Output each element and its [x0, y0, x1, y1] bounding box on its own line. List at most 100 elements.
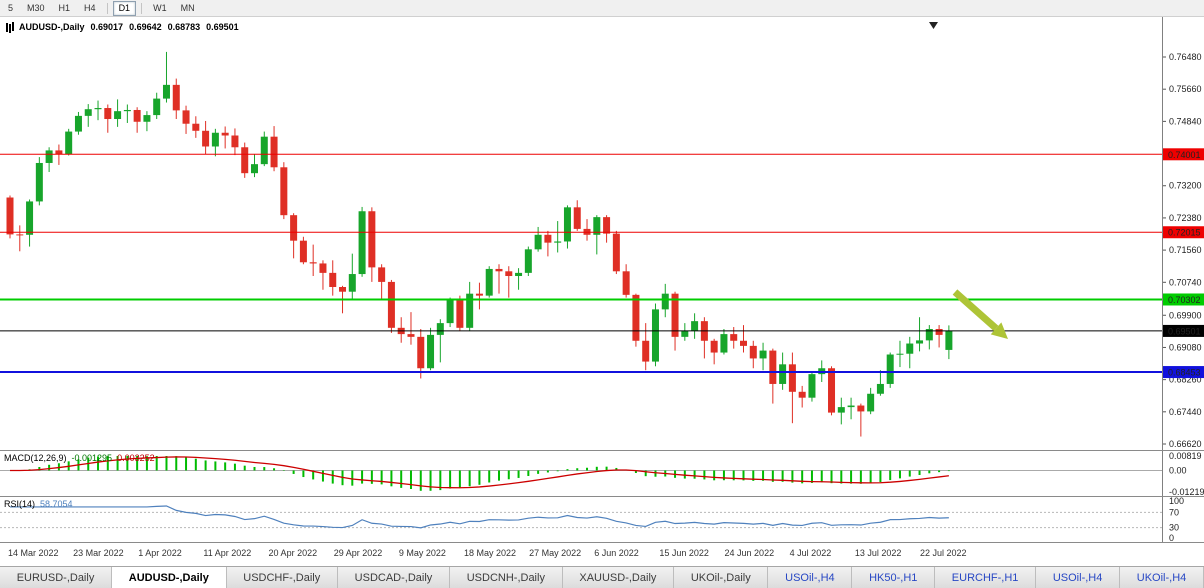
bear-candle	[231, 135, 239, 148]
macd-tick-label: 0.00	[1169, 465, 1187, 475]
price-line-label: 0.70302	[1168, 295, 1201, 305]
bull-candle	[651, 309, 659, 362]
rsi-indicator-label: RSI(14) 58.7054	[4, 499, 73, 509]
bull-candle	[554, 241, 562, 243]
chart-tab-audusd-daily[interactable]: AUDUSD-,Daily	[112, 567, 227, 588]
bull-candle	[260, 136, 268, 165]
timeframe-toolbar: 5 M30 H1 H4 D1 W1 MN	[0, 0, 1204, 17]
bull-candle	[515, 272, 523, 277]
price-tick-label: 0.73200	[1169, 181, 1202, 191]
price-line-label-box	[1163, 148, 1204, 161]
timeframe-button-m30[interactable]: M30	[21, 1, 51, 16]
chart-tab-usdchf-daily[interactable]: USDCHF-,Daily	[226, 567, 338, 588]
price-tick-label: 0.70740	[1169, 277, 1202, 287]
chart-tab-ukoil-daily[interactable]: UKOil-,Daily	[674, 567, 769, 588]
rsi-tick-label: 0	[1169, 533, 1174, 542]
bull-candle	[84, 109, 92, 116]
macd-signal-value: 0.003252	[117, 453, 155, 463]
bull-candle	[593, 217, 601, 235]
chart-tab-hk50-h1[interactable]: HK50-,H1	[852, 567, 936, 588]
toolbar-separator	[106, 2, 108, 14]
ohlc-low-value: 0.68783	[167, 22, 201, 32]
bull-candle	[867, 393, 875, 412]
chart-symbol-label: AUDUSD-,Daily	[19, 22, 85, 32]
price-tick-label: 0.75660	[1169, 84, 1202, 94]
bear-candle	[16, 234, 24, 236]
bear-candle	[544, 234, 552, 243]
chart-tab-eurchf-h1[interactable]: EURCHF-,H1	[935, 567, 1037, 588]
bull-candle	[436, 323, 444, 335]
bear-candle	[182, 110, 190, 124]
trend-arrow-head[interactable]	[990, 322, 1008, 339]
timeframe-button-mn[interactable]: MN	[175, 1, 201, 16]
bear-candle	[642, 340, 650, 362]
time-axis[interactable]: 14 Mar 2022 23 Mar 2022 1 Apr 2022 11 Apr 2…	[0, 542, 1204, 566]
bear-candle	[495, 268, 503, 272]
price-tick-label: 0.67440	[1169, 407, 1202, 417]
scroll-end-marker[interactable]	[929, 22, 938, 29]
bull-candle	[563, 207, 571, 242]
date-label: 24 Jun 2022	[724, 548, 775, 558]
bear-candle	[603, 217, 611, 234]
bull-candle	[45, 150, 53, 163]
date-label: 13 Jul 2022	[854, 548, 902, 558]
bear-candle	[740, 340, 747, 346]
macd-panel[interactable]: 0.00819 0.00 -0.01219 MACD(12,26,9) -0.001…	[0, 450, 1204, 496]
timeframe-button-h1[interactable]: H1	[53, 1, 77, 16]
bear-candle	[202, 130, 210, 147]
price-line-label-box	[1163, 226, 1204, 239]
bear-candle	[6, 197, 14, 235]
bear-candle	[788, 364, 796, 392]
bear-candle	[104, 108, 112, 120]
rsi-panel[interactable]: 100 70 30 0 RSI(14) 58.7054	[0, 496, 1204, 542]
bear-candle	[192, 123, 200, 131]
bear-candle	[622, 271, 630, 295]
bear-candle	[329, 272, 337, 288]
timeframe-button-5[interactable]: 5	[2, 1, 19, 16]
bear-candle	[857, 405, 865, 412]
bear-candle	[475, 293, 483, 296]
bear-candle	[710, 340, 718, 353]
chart-tab-usoil-h4[interactable]: USOil-,H4	[768, 567, 853, 588]
bear-candle	[456, 300, 464, 328]
chart-tab-usdcad-daily[interactable]: USDCAD-,Daily	[337, 567, 451, 588]
bull-candle	[466, 293, 474, 328]
bull-candle	[26, 201, 34, 235]
bull-candle	[74, 115, 82, 132]
price-tick-label: 0.74840	[1169, 116, 1202, 126]
chart-tab-ukoil-h4[interactable]: UKOil-,H4	[1120, 567, 1204, 588]
rsi-tick-label: 100	[1169, 497, 1184, 506]
chart-tab-eurusd-daily[interactable]: EURUSD-,Daily	[0, 567, 113, 588]
bear-candle	[417, 336, 425, 369]
bear-candle	[280, 167, 288, 216]
bear-candle	[319, 263, 327, 273]
trend-arrow-shaft[interactable]	[952, 289, 999, 332]
ohlc-close-value: 0.69501	[206, 22, 239, 32]
timeframe-button-h4[interactable]: H4	[78, 1, 102, 16]
timeframe-button-w1[interactable]: W1	[147, 1, 173, 16]
macd-chart-canvas: 0.00819 0.00 -0.01219	[0, 451, 1204, 496]
date-label: 18 May 2022	[463, 548, 517, 558]
bull-candle	[114, 111, 122, 120]
timeframe-button-d1[interactable]: D1	[112, 0, 137, 16]
bear-candle	[309, 262, 317, 264]
candlestick-chart-canvas[interactable]: 0.76480 0.75660 0.74840 0.73200 0.72380 0.715…	[0, 17, 1204, 450]
chart-tab-xauusd-daily[interactable]: XAUUSD-,Daily	[562, 567, 675, 588]
bull-candle	[886, 354, 894, 384]
chart-title: AUDUSD-,Daily 0.69017 0.69642 0.68783 0.…	[6, 22, 239, 32]
bear-candle	[798, 391, 806, 398]
bull-candle	[876, 383, 884, 394]
bear-candle	[828, 368, 836, 413]
candlestick-chart-icon	[6, 22, 8, 32]
price-tick-label: 0.66620	[1169, 439, 1202, 449]
chart-tab-usdcnh-daily[interactable]: USDCNH-,Daily	[450, 567, 563, 588]
date-label: 14 Mar 2022	[8, 548, 59, 558]
chart-tab-usoil-h4[interactable]: USOil-,H4	[1036, 567, 1121, 588]
bear-candle	[221, 132, 229, 136]
main-chart-area[interactable]: 0.76480 0.75660 0.74840 0.73200 0.72380 0.715…	[0, 17, 1204, 450]
toolbar-separator	[141, 2, 143, 14]
price-line-label: 0.74001	[1168, 150, 1201, 160]
bull-candle	[446, 300, 454, 324]
rsi-tick-label: 70	[1169, 507, 1179, 517]
